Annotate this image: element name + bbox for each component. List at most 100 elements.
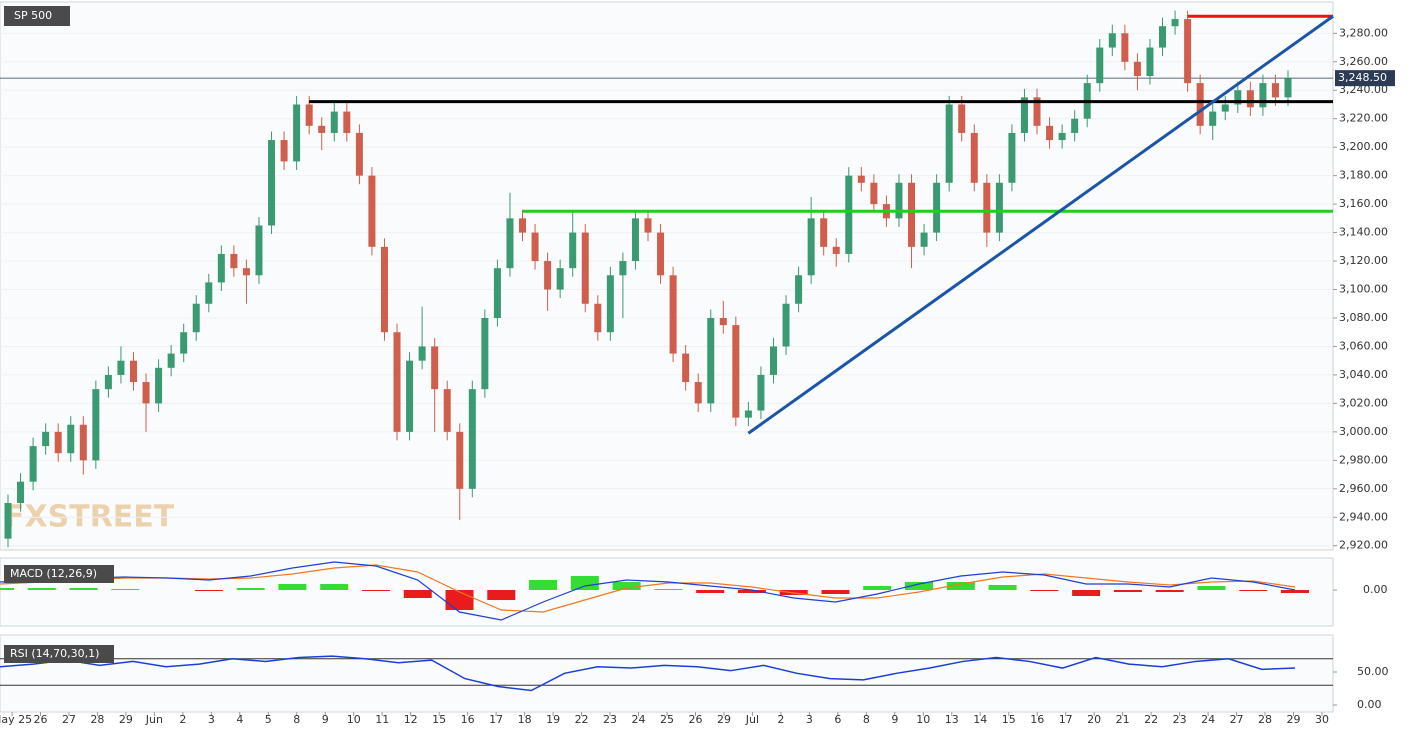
x-tick-label: 26 — [33, 713, 47, 726]
candle-body — [1108, 33, 1116, 48]
x-tick-label: 25 — [660, 713, 674, 726]
histogram-bar — [69, 588, 98, 590]
y-tick-label: 50.00 — [1357, 665, 1389, 678]
histogram-bar — [529, 580, 558, 590]
candle-body — [506, 218, 514, 269]
candle-body — [318, 125, 326, 133]
histogram-bar — [487, 590, 516, 600]
macd-title: MACD (12,26,9) — [10, 567, 97, 580]
candle-body — [556, 268, 564, 290]
y-tick-label: 0.00 — [1363, 583, 1388, 596]
price-panel — [0, 1, 1334, 551]
x-tick-label: 21 — [1116, 713, 1130, 726]
x-tick-label: 16 — [1030, 713, 1044, 726]
candle-body — [167, 353, 175, 368]
x-tick-label: 10 — [916, 713, 930, 726]
candle-body — [1171, 19, 1179, 27]
candle-body — [205, 282, 213, 304]
candle-body — [744, 410, 752, 418]
y-tick-label: 3,140.00 — [1339, 226, 1388, 239]
histogram-bar — [111, 589, 140, 590]
candle-body — [1046, 125, 1054, 141]
candle-body — [995, 182, 1003, 233]
x-tick-label: 27 — [62, 713, 76, 726]
histogram-bar — [654, 589, 683, 590]
candle-body — [970, 132, 978, 183]
histogram-bar — [1197, 586, 1226, 590]
candle-body — [1246, 90, 1254, 108]
candle-body — [644, 218, 652, 233]
x-tick-label: 3 — [208, 713, 215, 726]
histogram-bar — [612, 582, 641, 590]
candle-body — [180, 332, 188, 354]
histogram-bar — [988, 585, 1017, 590]
price-badge — [1335, 70, 1395, 87]
candle-body — [443, 389, 451, 432]
x-tick-label: 10 — [347, 713, 361, 726]
candle-body — [606, 275, 614, 333]
x-tick-label: 29 — [717, 713, 731, 726]
x-tick-label: 3 — [806, 713, 813, 726]
candle-body — [1133, 61, 1141, 77]
histogram-bar — [863, 586, 892, 590]
candle-body — [117, 360, 125, 375]
x-tick-label: 26 — [688, 713, 702, 726]
candle-body — [732, 325, 740, 418]
histogram-bar — [236, 588, 265, 590]
y-tick-label: 3,040.00 — [1339, 368, 1388, 381]
macd-line — [0, 561, 1296, 621]
histogram-bar — [1239, 590, 1268, 591]
rsi-badge — [4, 645, 114, 663]
candle-body — [544, 261, 552, 290]
y-tick-label: 3,220.00 — [1339, 112, 1388, 125]
candle-body — [431, 346, 439, 390]
candle-body — [719, 317, 727, 326]
histogram-bar — [0, 588, 14, 590]
y-tick-label: 3,000.00 — [1339, 425, 1388, 438]
x-tick-label: 5 — [265, 713, 272, 726]
candle-body — [857, 175, 865, 183]
histogram-bar — [361, 590, 390, 591]
y-tick-label: 3,020.00 — [1339, 396, 1388, 409]
histogram-bar — [1281, 590, 1309, 593]
candle-body — [1284, 78, 1292, 98]
y-tick-label: 3,100.00 — [1339, 283, 1388, 296]
candle-body — [129, 360, 137, 383]
y-tick-label: 0.00 — [1357, 698, 1382, 711]
candle-body — [1209, 111, 1217, 126]
candle-body — [268, 140, 276, 226]
y-tick-label: 3,160.00 — [1339, 197, 1388, 210]
y-tick-label: 3,200.00 — [1339, 140, 1388, 153]
candle-body — [305, 104, 313, 126]
y-tick-label: 3,080.00 — [1339, 311, 1388, 324]
candle-body — [293, 104, 301, 162]
candle-body — [493, 268, 501, 318]
x-tick-label: 11 — [375, 713, 389, 726]
x-tick-label: 6 — [834, 713, 841, 726]
y-tick-label: 3,260.00 — [1339, 55, 1388, 68]
candle-body — [192, 303, 200, 333]
candle-body — [519, 218, 527, 233]
y-tick-label: 2,980.00 — [1339, 453, 1388, 466]
candle-body — [1146, 47, 1154, 77]
candle-body — [343, 111, 351, 133]
x-tick-label: 28 — [90, 713, 104, 726]
rsi-title: RSI (14,70,30,1) — [10, 647, 99, 660]
candle-body — [29, 446, 37, 482]
candle-body — [255, 225, 263, 276]
candle-body — [330, 111, 338, 133]
candle-body — [380, 246, 388, 333]
histogram-bar — [1030, 590, 1059, 591]
candle-body — [230, 253, 238, 269]
macd-badge — [4, 565, 114, 583]
x-tick-label: 29 — [1287, 713, 1301, 726]
histogram-bar — [1155, 590, 1184, 592]
candle-body — [1020, 97, 1028, 133]
x-tick-label: 16 — [461, 713, 475, 726]
candle-body — [481, 317, 489, 390]
candle-body — [42, 431, 50, 447]
x-tick-label: 19 — [546, 713, 560, 726]
candle-body — [782, 303, 790, 347]
title-badge — [4, 6, 70, 26]
